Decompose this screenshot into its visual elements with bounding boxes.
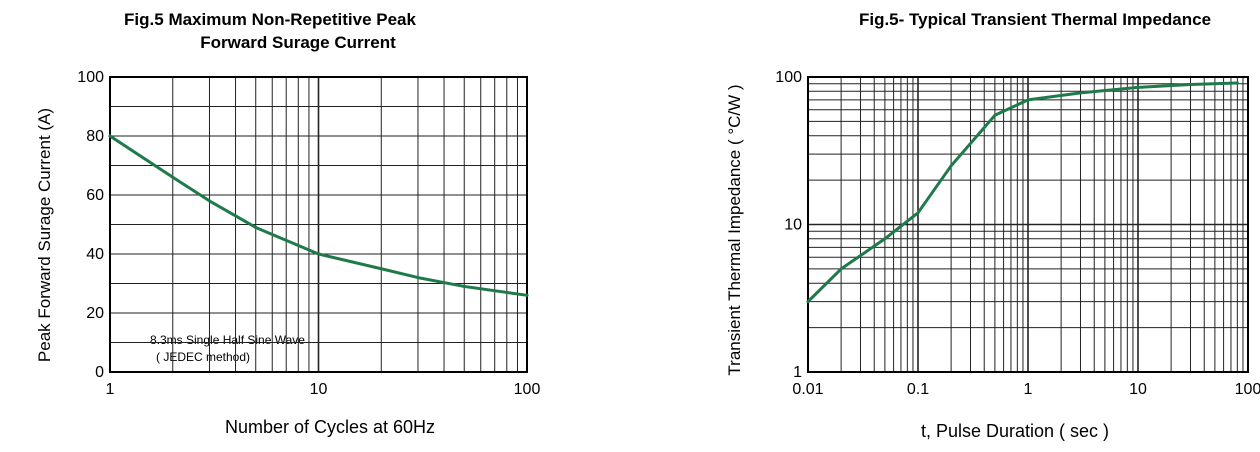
x-axis-label: Number of Cycles at 60Hz [225,417,435,437]
data-point [525,293,529,297]
y-tick-label: 40 [86,246,104,263]
y-tick-label: 0 [95,364,104,381]
y-tick-label: 60 [86,187,104,204]
data-point [916,211,920,215]
data-point [949,164,953,168]
data-point [416,276,420,280]
x-tick-label: 10 [1129,381,1147,398]
x-axis-label: t, Pulse Duration ( sec ) [921,421,1109,441]
thermal-impedance-chart-svg: Fig.5- Typical Transient Thermal Impedan… [725,10,1260,441]
data-point [1078,91,1082,95]
data-point [462,284,466,288]
x-tick-label: 10 [310,381,328,398]
thermal-impedance-chart: Fig.5- Typical Transient Thermal Impedan… [630,0,1260,447]
y-tick-label: 10 [784,217,802,234]
chart-title: Fig.5- Typical Transient Thermal Impedan… [859,10,1211,29]
plot-frame [807,76,1249,373]
data-point [1136,85,1140,89]
y-tick-label: 1 [793,364,802,381]
y-tick-label: 80 [86,128,104,145]
x-tick-label: 1 [106,381,115,398]
y-tick-label: 20 [86,305,104,322]
x-tick-label: 1 [1024,381,1033,398]
chart-subtitle: Forward Surage Current [200,33,396,52]
data-point [806,300,810,304]
data-point [839,267,843,271]
data-point [171,175,175,179]
y-tick-label: 100 [775,69,802,86]
chart-title: Fig.5 Maximum Non-Repetitive Peak [124,10,416,29]
data-point [108,134,112,138]
y-axis-label: Peak Forward Surage Current (A) [35,108,54,362]
x-tick-label: 100 [1235,381,1260,398]
annotation-line-1: 8.3ms Single Half Sine Wave [150,333,305,347]
data-point [883,237,887,241]
x-tick-label: 0.1 [907,381,929,398]
data-point [993,113,997,117]
x-tick-label: 100 [514,381,541,398]
data-point [254,225,258,229]
data-point [1235,81,1239,85]
y-axis-label: Transient Thermal Impedance ( °C/W ) [725,84,744,375]
data-point [1188,82,1192,86]
data-point [207,199,211,203]
x-tick-label: 0.01 [792,381,823,398]
surge-current-chart: Fig.5 Maximum Non-Repetitive Peak Forwar… [0,0,620,447]
data-point [317,252,320,256]
y-tick-label: 100 [77,69,104,86]
surge-current-chart-svg: Fig.5 Maximum Non-Repetitive Peak Forwar… [35,10,541,437]
plot-frame [109,76,528,373]
data-point [379,267,383,271]
annotation-line-2: ( JEDEC method) [156,350,250,364]
data-point [1026,98,1030,102]
